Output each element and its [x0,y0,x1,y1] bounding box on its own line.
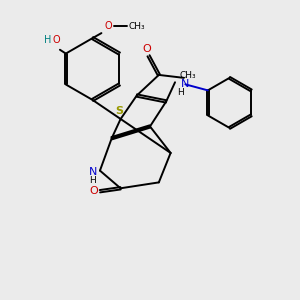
Text: H: H [44,35,52,45]
Text: H: H [89,176,96,184]
Text: O: O [89,186,98,196]
Text: O: O [52,35,60,45]
Text: CH₃: CH₃ [128,22,145,31]
Text: N: N [88,167,97,177]
Text: N: N [181,79,190,89]
Text: CH₃: CH₃ [179,71,196,80]
Text: H: H [178,88,184,97]
Text: S: S [115,106,123,116]
Text: O: O [143,44,152,54]
Text: O: O [105,21,112,31]
